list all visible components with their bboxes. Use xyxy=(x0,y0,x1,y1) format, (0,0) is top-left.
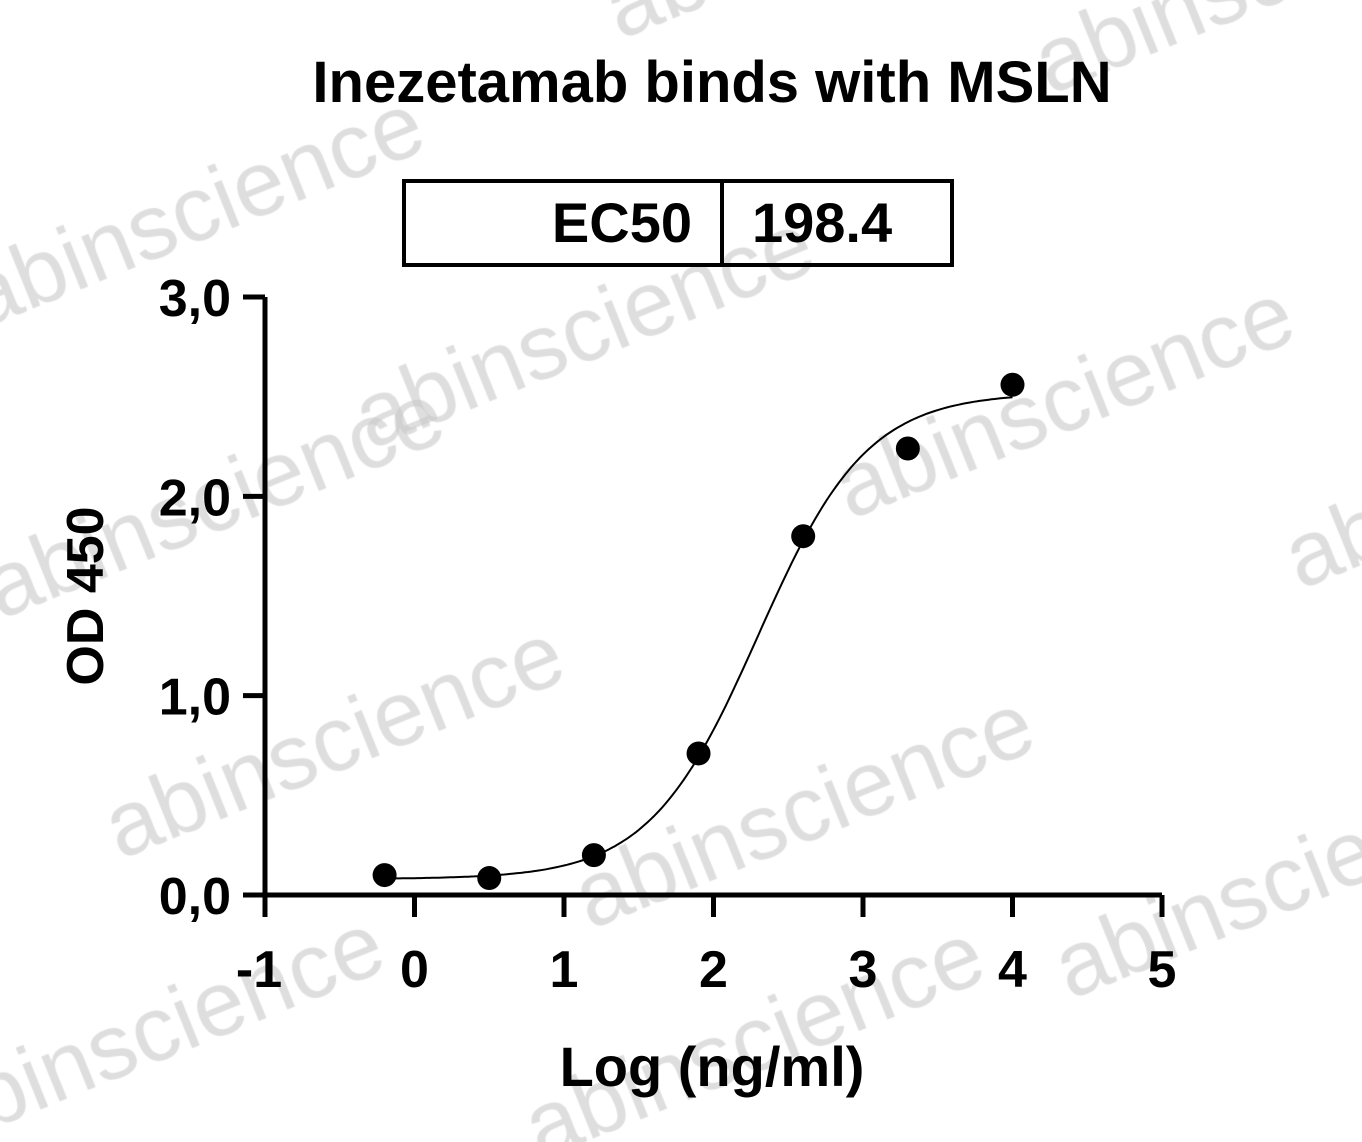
data-point xyxy=(791,524,816,549)
data-point xyxy=(895,436,920,461)
x-tick-label: 2 xyxy=(699,941,728,999)
data-point xyxy=(372,863,397,888)
x-tick-label: 3 xyxy=(849,941,878,999)
legend-value: 198.4 xyxy=(752,191,892,254)
x-tick-label: 1 xyxy=(550,941,579,999)
x-tick-label: 4 xyxy=(998,941,1027,999)
x-tick-label: 0 xyxy=(400,941,429,999)
x-tick-label: -1 xyxy=(236,941,282,999)
x-axis-label: Log (ng/ml) xyxy=(560,1035,865,1098)
data-point xyxy=(581,843,606,868)
data-point xyxy=(477,866,502,891)
data-point xyxy=(1000,372,1025,397)
y-tick-label: 0,0 xyxy=(159,868,231,926)
axes: -1 0 1 2 3 4 5 0,0 1,0 2,0 3,0 xyxy=(159,270,1177,999)
x-tick-label: 5 xyxy=(1148,941,1177,999)
data-point xyxy=(686,741,711,766)
y-tick-label: 1,0 xyxy=(159,669,231,727)
data-points xyxy=(372,372,1025,891)
y-axis-label: OD 450 xyxy=(57,506,115,685)
legend-table: EC50 198.4 xyxy=(402,179,954,267)
y-tick-label: 2,0 xyxy=(159,469,231,527)
y-tick-label: 3,0 xyxy=(159,270,231,328)
legend-box xyxy=(402,179,954,267)
legend-label: EC50 xyxy=(552,191,692,254)
chart-title: Inezetamab binds with MSLN xyxy=(312,50,1111,115)
fit-curve xyxy=(384,396,1013,880)
